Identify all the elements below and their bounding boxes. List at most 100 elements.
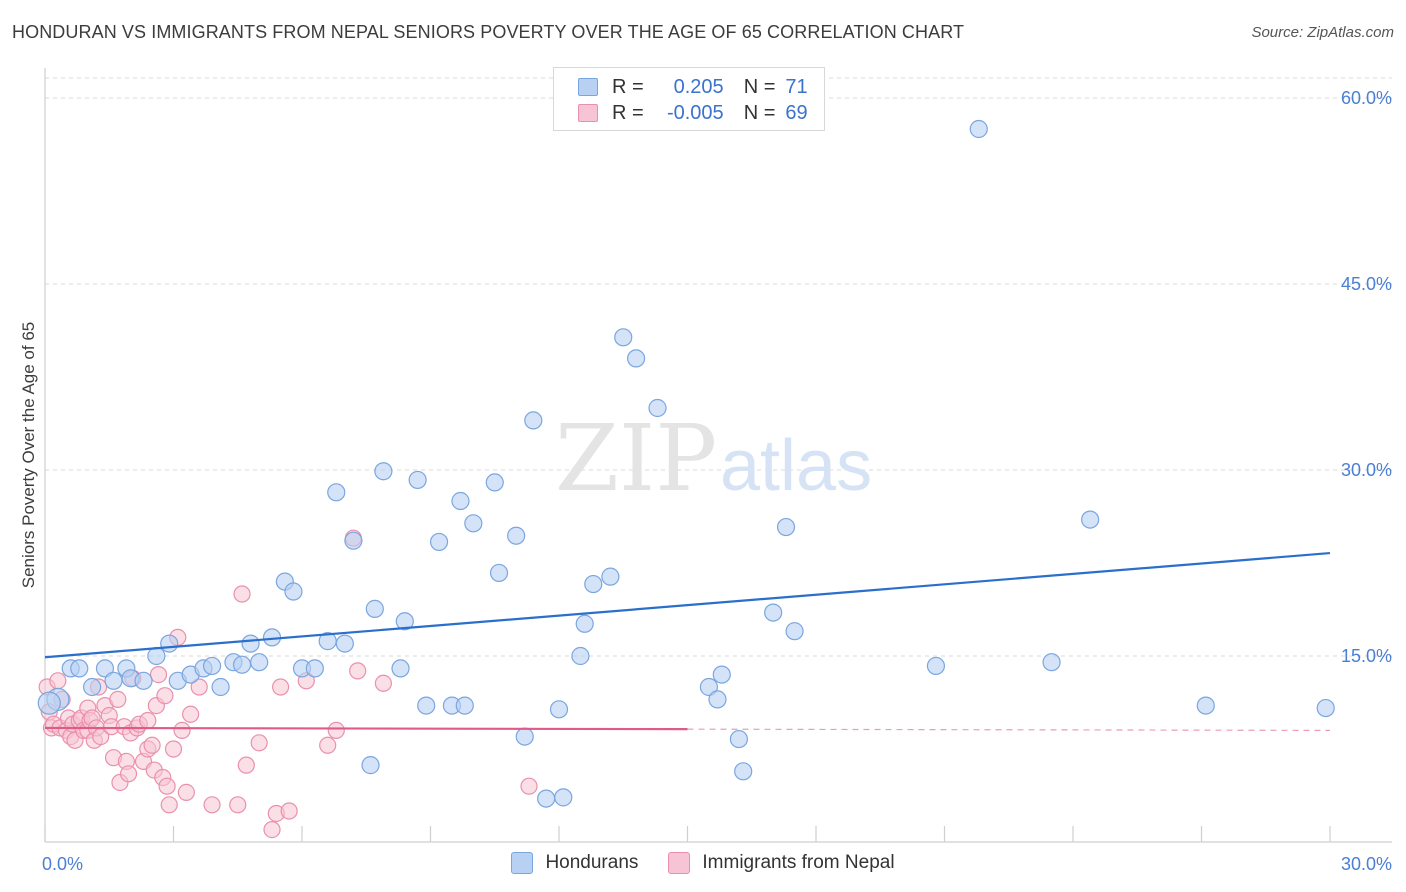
legend-item-nepal[interactable]: Immigrants from Nepal <box>668 852 895 874</box>
honduran-point <box>584 574 603 594</box>
nepal-point <box>250 734 268 752</box>
honduran-point <box>147 646 166 666</box>
axes <box>44 68 1392 843</box>
honduran-point <box>250 653 269 672</box>
source-label: Source: ZipAtlas.com <box>1251 24 1394 41</box>
chart-title: HONDURAN VS IMMIGRANTS FROM NEPAL SENIOR… <box>12 22 965 42</box>
legend-row-hondurans: R = 0.205 N = 71 <box>578 75 808 99</box>
nepal-point <box>182 705 200 723</box>
honduran-point <box>95 659 115 678</box>
legend-swatch-pink <box>578 104 598 122</box>
nepal-trend-line-extrapolated <box>687 728 1331 732</box>
nepal-point <box>263 820 281 839</box>
nepal-point <box>280 802 298 820</box>
honduran-point <box>451 491 470 511</box>
nepal-point <box>139 711 157 730</box>
legend-label-nepal: Immigrants from Nepal <box>702 852 895 873</box>
nepal-point <box>349 662 367 680</box>
grid-lines <box>45 77 1392 657</box>
honduran-point <box>70 659 89 678</box>
honduran-point <box>374 462 393 481</box>
honduran-point <box>708 690 727 709</box>
honduran-point <box>524 411 543 430</box>
honduran-trend-line <box>44 551 1331 659</box>
honduran-point <box>344 531 363 550</box>
honduran-point <box>241 634 260 653</box>
honduran-point <box>712 665 731 684</box>
honduran-point <box>1316 698 1335 718</box>
honduran-point <box>489 563 509 583</box>
honduran-point <box>327 483 346 502</box>
honduran-point <box>734 762 753 781</box>
honduran-point <box>395 612 414 631</box>
honduran-point <box>969 119 988 139</box>
legend-swatch-blue <box>578 78 598 96</box>
legend-n-value: 69 <box>785 101 808 124</box>
honduran-point <box>626 349 646 368</box>
honduran-point <box>776 517 796 537</box>
honduran-point <box>284 582 303 601</box>
series-legend: Hondurans Immigrants from Nepal <box>0 852 1406 874</box>
y-tick-label: 15.0% <box>1341 646 1392 666</box>
nepal-point <box>203 796 221 814</box>
nepal-point <box>319 736 337 754</box>
nepal-point <box>164 740 183 758</box>
y-tick-label: 60.0% <box>1341 88 1392 108</box>
nepal-point <box>158 777 176 795</box>
honduran-point <box>1196 696 1215 715</box>
legend-row-nepal: R = -0.005 N = 69 <box>578 101 808 125</box>
honduran-point <box>601 567 620 586</box>
honduran-point <box>485 473 504 492</box>
x-tick-label: 30.0% <box>1341 854 1392 874</box>
honduran-point <box>83 677 102 697</box>
honduran-point <box>1042 653 1061 672</box>
y-axis-label: Seniors Poverty Over the Age of 65 <box>19 322 38 588</box>
honduran-point <box>202 656 222 676</box>
correlation-legend: R = 0.205 N = 71 R = -0.005 N = 69 <box>553 67 825 131</box>
nepal-point <box>237 756 255 774</box>
honduran-point <box>648 398 667 418</box>
watermark-atlas: atlas <box>720 426 872 506</box>
honduran-point <box>305 659 324 678</box>
honduran-point <box>571 646 590 666</box>
nepal-point <box>160 796 178 814</box>
nepal-point <box>143 736 161 754</box>
nepal-point <box>119 765 138 783</box>
y-tick-label: 45.0% <box>1341 274 1392 294</box>
honduran-point <box>365 599 384 618</box>
nepal-point <box>156 687 174 705</box>
legend-n-value: 71 <box>785 75 808 98</box>
honduran-point <box>554 788 573 807</box>
honduran-points <box>37 119 1335 808</box>
legend-r-label: R = <box>612 101 644 124</box>
honduran-point <box>232 655 252 674</box>
x-tick-label: 0.0% <box>42 854 83 874</box>
nepal-point <box>374 674 392 692</box>
legend-label-hondurans: Hondurans <box>545 852 639 873</box>
honduran-point <box>575 614 594 633</box>
honduran-point <box>391 659 410 678</box>
honduran-point <box>211 677 230 697</box>
legend-item-hondurans[interactable]: Hondurans <box>511 852 638 874</box>
honduran-point <box>335 634 354 653</box>
nepal-point <box>177 783 195 802</box>
nepal-point <box>149 665 168 684</box>
legend-swatch-nepal <box>668 852 691 874</box>
honduran-point <box>537 789 556 808</box>
honduran-point <box>549 700 569 719</box>
honduran-point <box>417 696 436 715</box>
tick-labels: 15.0% 30.0% 45.0% 60.0% 0.0% 30.0% <box>42 88 1392 874</box>
honduran-point <box>361 756 380 775</box>
legend-r-value: -0.005 <box>666 101 724 124</box>
nepal-point <box>520 777 538 795</box>
nepal-point <box>271 678 290 696</box>
honduran-point <box>429 532 449 552</box>
nepal-point <box>327 721 345 740</box>
honduran-point <box>455 696 474 715</box>
honduran-point <box>729 729 749 749</box>
honduran-point <box>104 671 123 690</box>
nepal-point <box>229 796 247 814</box>
nepal-trend-line <box>44 726 688 731</box>
legend-n-label: N = <box>743 101 776 124</box>
